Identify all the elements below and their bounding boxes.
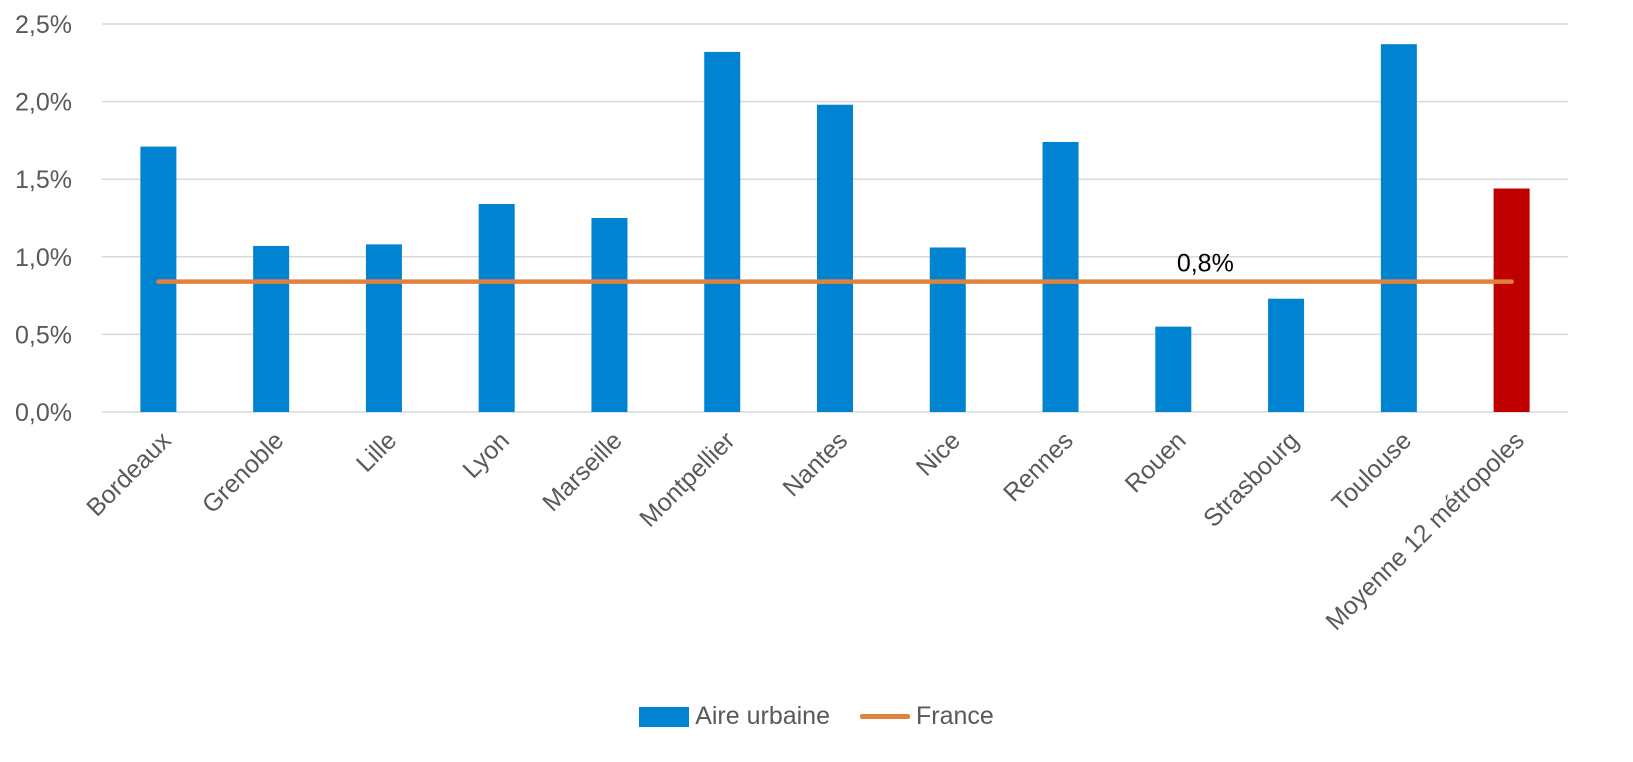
x-tick-label: Montpellier (634, 426, 740, 532)
bar-grenoble (253, 245, 290, 412)
bar-lille (365, 244, 402, 412)
legend-swatch-line (860, 714, 910, 719)
bar-bordeaux (140, 146, 177, 412)
bar-lyon (478, 204, 515, 412)
x-tick-label: Nantes (777, 426, 853, 502)
x-tick-label: Grenoble (197, 426, 290, 519)
x-tick-label: Bordeaux (81, 426, 177, 522)
bar-strasbourg (1268, 298, 1305, 412)
x-tick-label: Lyon (457, 426, 514, 483)
y-tick-label: 1,5% (15, 166, 72, 194)
y-tick-label: 2,5% (15, 11, 72, 39)
x-tick-label: Rennes (998, 426, 1079, 507)
data-label-france: 0,8% (1177, 250, 1234, 278)
legend-item-aire-urbaine: Aire urbaine (639, 702, 830, 731)
legend: Aire urbaine France (0, 702, 1633, 731)
bar-rouen (1155, 326, 1192, 412)
legend-swatch-bar (639, 706, 690, 727)
legend-label-france: France (916, 702, 994, 730)
x-tick-label: Nice (911, 426, 966, 481)
y-tick-label: 0,5% (15, 321, 72, 349)
bar-nantes (817, 104, 853, 412)
bar-marseille (591, 218, 628, 412)
bar-moyenne-12-métropoles (1493, 188, 1530, 412)
y-tick-label: 0,0% (15, 399, 72, 427)
x-tick-label: Marseille (537, 426, 628, 517)
x-tick-label: Rouen (1120, 426, 1192, 498)
x-tick-label: Strasbourg (1198, 426, 1304, 532)
bar-nice (929, 247, 966, 412)
y-tick-label: 1,0% (15, 244, 72, 272)
x-tick-label: Toulouse (1327, 426, 1418, 517)
legend-item-france: France (860, 702, 994, 731)
y-tick-label: 2,0% (15, 89, 72, 117)
bar-rennes (1042, 141, 1079, 412)
x-tick-label: Lille (351, 426, 402, 477)
bar-toulouse (1380, 44, 1417, 413)
x-tick-label: Moyenne 12 métropoles (1320, 426, 1529, 635)
legend-label-aire-urbaine: Aire urbaine (695, 702, 830, 730)
bar-montpellier (704, 51, 741, 412)
